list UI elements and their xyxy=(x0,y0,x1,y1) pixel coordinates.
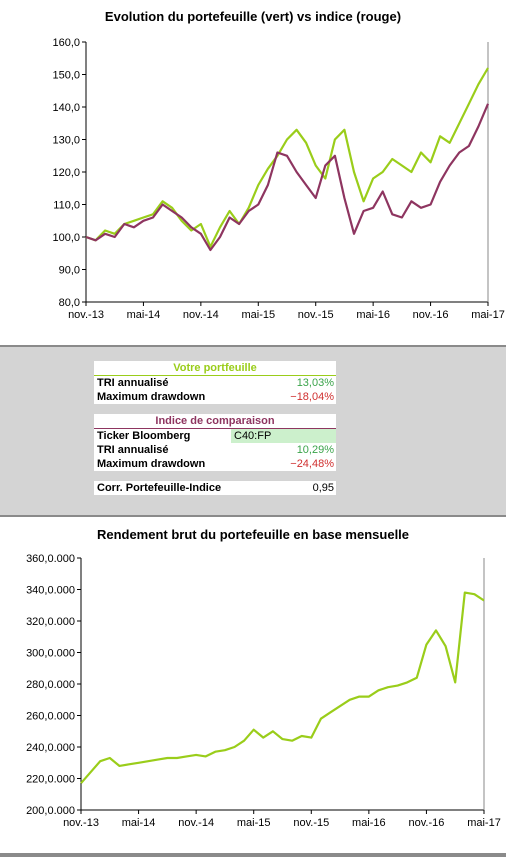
x-tick-label: mai-15 xyxy=(241,309,275,321)
index-tri-value: 10,29% xyxy=(296,444,334,456)
portfolio-drawdown-value: −18,04% xyxy=(290,391,334,403)
portfolio-tri-value: 13,03% xyxy=(296,377,334,389)
x-tick-label: nov.-15 xyxy=(293,817,329,829)
y-tick-label: 90,0 xyxy=(59,265,80,277)
y-tick-label: 110,0 xyxy=(53,200,80,212)
index-drawdown-value: −24,48% xyxy=(290,458,334,470)
y-tick-label: 360,0.000 xyxy=(26,553,75,565)
series-line-portefeuille xyxy=(85,67,489,248)
y-tick-label: 260,0.000 xyxy=(26,711,75,723)
x-tick-label: mai-14 xyxy=(122,817,156,829)
x-tick-label: mai-15 xyxy=(237,817,271,829)
index-drawdown-label: Maximum drawdown xyxy=(97,458,206,470)
chart2-svg: 200,0.000 220,0.000 240,0.000 260,0.000 280,… xyxy=(26,553,501,829)
portfolio-tri-label: TRI annualisé xyxy=(97,377,169,389)
y-tick-label: 140,0 xyxy=(52,102,80,114)
x-tick-label: nov.-14 xyxy=(178,817,214,829)
chart1-title: Evolution du portefeuille (vert) vs indi… xyxy=(104,9,402,24)
y-tick-label: 80,0 xyxy=(59,297,80,309)
y-tick-label: 300,0.000 xyxy=(26,648,75,660)
index-tri-label: TRI annualisé xyxy=(97,444,169,456)
ticker-row: Ticker Bloomberg C40:FP xyxy=(94,429,336,443)
x-tick-label: nov.-13 xyxy=(68,309,104,321)
portfolio-drawdown-label: Maximum drawdown xyxy=(97,391,206,403)
corr-row: Corr. Portefeuille-Indice 0,95 xyxy=(94,481,336,495)
y-tick-label: 200,0.000 xyxy=(26,805,75,817)
table-spacer xyxy=(94,471,336,481)
chart2-panel: Rendement brut du portefeuille en base m… xyxy=(0,517,506,857)
index-drawdown-row: Maximum drawdown −24,48% xyxy=(94,457,336,471)
y-tick-label: 120,0 xyxy=(52,167,80,179)
x-tick-label: nov.-14 xyxy=(183,309,219,321)
x-tick-label: nov.-13 xyxy=(63,817,99,829)
x-tick-label: nov.-16 xyxy=(413,309,449,321)
index-tri-row: TRI annualisé 10,29% xyxy=(94,443,336,457)
series-line-indice xyxy=(85,103,490,252)
y-tick-label: 130,0 xyxy=(52,135,80,147)
x-tick-label: mai-14 xyxy=(127,309,161,321)
index-header: Indice de comparaison xyxy=(94,414,336,429)
ticker-label: Ticker Bloomberg xyxy=(97,430,191,442)
chart1-panel: Evolution du portefeuille (vert) vs indi… xyxy=(0,0,506,345)
x-tick-label: mai-17 xyxy=(471,309,505,321)
x-tick-label: mai-16 xyxy=(352,817,386,829)
portfolio-header: Votre portfeuille xyxy=(94,361,336,376)
y-tick-label: 220,0.000 xyxy=(26,774,75,786)
x-tick-label: nov.-16 xyxy=(408,817,444,829)
y-tick-label: 320,0.000 xyxy=(26,616,75,628)
chart2-title: Rendement brut du portefeuille en base m… xyxy=(96,527,410,542)
y-tick-label: 150,0 xyxy=(52,70,80,82)
series-line-series-0 xyxy=(80,591,485,784)
y-tick-label: 340,0.000 xyxy=(26,585,75,597)
chart1-svg: 80,0 90,0 100,0 110,0 120,0 130,0 140,0 150,0 16… xyxy=(52,37,505,321)
x-tick-label: mai-17 xyxy=(467,817,501,829)
summary-table: Votre portfeuille TRI annualisé 13,03% M… xyxy=(94,361,336,495)
table-spacer xyxy=(94,404,336,414)
summary-panel: Votre portfeuille TRI annualisé 13,03% M… xyxy=(0,345,506,517)
y-tick-label: 280,0.000 xyxy=(26,679,75,691)
corr-label: Corr. Portefeuille-Indice xyxy=(97,482,222,494)
portfolio-tri-row: TRI annualisé 13,03% xyxy=(94,376,336,390)
bottom-divider xyxy=(0,853,506,857)
x-tick-label: mai-16 xyxy=(356,309,390,321)
y-tick-label: 240,0.000 xyxy=(26,742,75,754)
corr-value: 0,95 xyxy=(312,482,334,494)
x-tick-label: nov.-15 xyxy=(298,309,334,321)
ticker-input[interactable]: C40:FP xyxy=(231,429,336,443)
portfolio-drawdown-row: Maximum drawdown −18,04% xyxy=(94,390,336,404)
y-tick-label: 100,0 xyxy=(52,232,80,244)
y-tick-label: 160,0 xyxy=(52,37,80,49)
